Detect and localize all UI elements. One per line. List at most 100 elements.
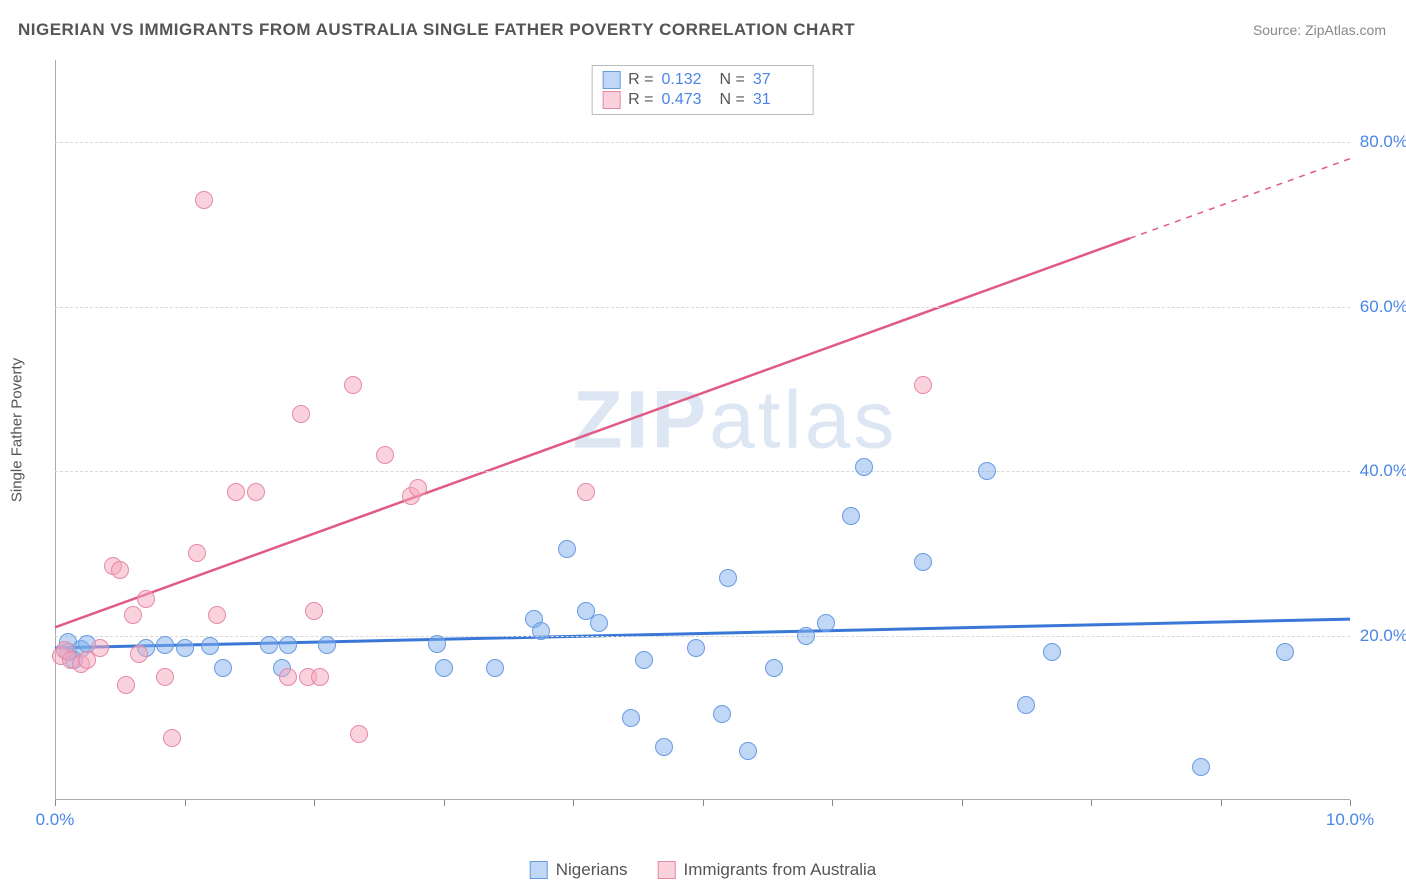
data-point-immigrants-from-australia [91,639,109,657]
x-tick [1091,800,1092,806]
data-point-nigerians [486,659,504,677]
r-value: 0.132 [662,71,712,89]
data-point-nigerians [765,659,783,677]
data-point-nigerians [156,636,174,654]
scatter-chart: Single Father Poverty ZIPatlas 20.0%40.0… [55,60,1350,800]
legend-swatch [658,861,676,879]
data-point-nigerians [279,636,297,654]
data-point-nigerians [201,637,219,655]
data-point-immigrants-from-australia [124,606,142,624]
legend-swatch [602,91,620,109]
data-point-immigrants-from-australia [227,483,245,501]
y-tick-label: 40.0% [1360,461,1406,481]
data-point-nigerians [1192,758,1210,776]
x-tick-label: 0.0% [36,810,75,830]
r-label: R = [628,71,653,89]
legend-label: Immigrants from Australia [684,860,877,880]
gridline [55,307,1350,308]
stats-legend: R =0.132N =37R =0.473N =31 [591,65,814,115]
data-point-nigerians [635,651,653,669]
data-point-nigerians [1043,643,1061,661]
data-point-nigerians [176,639,194,657]
legend-swatch [602,71,620,89]
x-tick [185,800,186,806]
data-point-nigerians [435,659,453,677]
x-tick [962,800,963,806]
n-label: N = [720,91,745,109]
legend-swatch [530,861,548,879]
data-point-nigerians [978,462,996,480]
y-tick-label: 20.0% [1360,626,1406,646]
watermark: ZIPatlas [573,374,898,468]
gridline [55,636,1350,637]
n-value: 37 [753,71,803,89]
data-point-nigerians [532,622,550,640]
data-point-immigrants-from-australia [305,602,323,620]
data-point-nigerians [739,742,757,760]
data-point-nigerians [622,709,640,727]
data-point-nigerians [428,635,446,653]
data-point-nigerians [558,540,576,558]
data-point-nigerians [655,738,673,756]
data-point-nigerians [842,507,860,525]
gridline [55,142,1350,143]
n-label: N = [720,71,745,89]
data-point-immigrants-from-australia [577,483,595,501]
data-point-nigerians [1276,643,1294,661]
plot-area: ZIPatlas 20.0%40.0%60.0%80.0%0.0%10.0% [55,60,1350,800]
data-point-nigerians [817,614,835,632]
r-value: 0.473 [662,91,712,109]
data-point-immigrants-from-australia [208,606,226,624]
y-tick-label: 80.0% [1360,132,1406,152]
y-tick-label: 60.0% [1360,297,1406,317]
trend-line-dashed-immigrants-from-australia [1130,159,1350,239]
data-point-nigerians [1017,696,1035,714]
data-point-nigerians [914,553,932,571]
x-tick [1350,800,1351,806]
stats-row-nigerians: R = 0.132 N = 37 [602,70,803,90]
data-point-immigrants-from-australia [163,729,181,747]
data-point-nigerians [318,636,336,654]
data-point-immigrants-from-australia [376,446,394,464]
data-point-immigrants-from-australia [130,645,148,663]
legend-label: Nigerians [556,860,628,880]
data-point-immigrants-from-australia [914,376,932,394]
x-tick [1221,800,1222,806]
watermark-part2: atlas [709,375,897,466]
data-point-immigrants-from-australia [409,479,427,497]
x-tick-label: 10.0% [1326,810,1374,830]
data-point-nigerians [797,627,815,645]
data-point-immigrants-from-australia [111,561,129,579]
chart-title: NIGERIAN VS IMMIGRANTS FROM AUSTRALIA SI… [18,20,855,40]
data-point-nigerians [719,569,737,587]
x-tick [444,800,445,806]
data-point-nigerians [687,639,705,657]
data-point-nigerians [855,458,873,476]
data-point-nigerians [590,614,608,632]
x-tick [55,800,56,806]
data-point-immigrants-from-australia [344,376,362,394]
data-point-nigerians [214,659,232,677]
trend-line-immigrants-from-australia [55,238,1130,627]
x-tick [703,800,704,806]
data-point-immigrants-from-australia [156,668,174,686]
trend-lines-layer [55,60,1350,800]
data-point-immigrants-from-australia [188,544,206,562]
data-point-immigrants-from-australia [137,590,155,608]
data-point-immigrants-from-australia [247,483,265,501]
x-tick [314,800,315,806]
watermark-part1: ZIP [573,375,710,466]
data-point-immigrants-from-australia [195,191,213,209]
y-axis-line [55,60,56,800]
legend-item-nigerians: Nigerians [530,860,628,880]
data-point-nigerians [260,636,278,654]
y-axis-title: Single Father Poverty [9,358,26,502]
stats-row-immigrants-from-australia: R =0.473N =31 [602,90,803,110]
source-attribution: Source: ZipAtlas.com [1253,22,1386,38]
x-tick [573,800,574,806]
data-point-nigerians [713,705,731,723]
data-point-immigrants-from-australia [292,405,310,423]
data-point-immigrants-from-australia [117,676,135,694]
x-tick [832,800,833,806]
series-legend: Nigerians Immigrants from Australia [530,860,877,880]
